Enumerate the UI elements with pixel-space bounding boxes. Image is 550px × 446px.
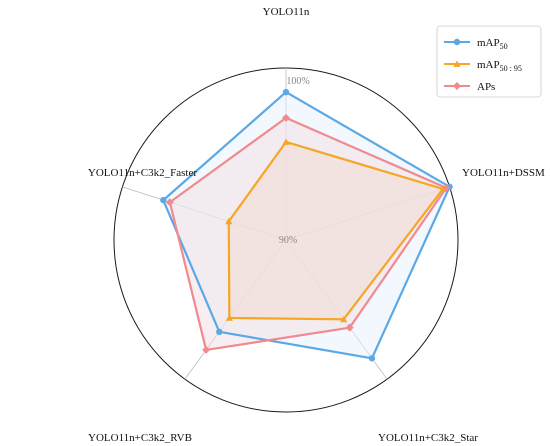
series-1-point-3 [225,314,233,321]
legend-label-1: mAP50 : 95 [477,59,522,73]
axis-labels: YOLO11n YOLO11n+DSSM YOLO11n+C3k2_Star YOLO… [88,6,545,444]
legend-box [436,25,542,98]
axis-label-2: YOLO11n+C3k2_Star [378,432,478,444]
tick-label-min: 90% [279,235,297,246]
tick-labels: 90% 100% [279,76,310,246]
series-2-line [168,116,448,352]
series-2-point-2 [345,323,354,332]
series-1-point-4 [225,217,233,225]
series-0-line [162,90,451,360]
tick-label-max: 100% [286,76,309,87]
legend-swatch-marker-1 [453,60,461,67]
series-2-point-3 [202,345,211,354]
series-1-point-0 [282,138,290,145]
legend: mAP50 mAP50 : 95 APs [436,25,542,98]
series-0-point-3 [216,328,223,336]
axis-label-0: YOLO11n [263,6,310,18]
series-2-point-0 [282,113,290,122]
series-1-point-2 [340,315,348,323]
series-0-point-4 [160,196,167,204]
legend-label-0: mAP50 [477,37,508,51]
series-2-area [169,117,447,350]
series-2-point-1 [442,183,451,192]
axis-label-1: YOLO11n+DSSM [462,167,545,179]
axis-label-4: YOLO11n+C3k2_Faster [88,167,197,179]
series-1-line [227,140,445,321]
series-2-point-4 [165,198,174,207]
series-0-point-2 [368,355,376,362]
series-0-point-0 [282,88,290,96]
legend-items: mAP50 mAP50 : 95 APs [444,37,522,93]
legend-label-2: APs [477,81,495,93]
legend-swatch-marker-0 [453,38,461,46]
series-layer [160,88,453,362]
legend-swatch-marker-2 [453,82,461,90]
axis-label-3: YOLO11n+C3k2_RVB [88,432,192,444]
